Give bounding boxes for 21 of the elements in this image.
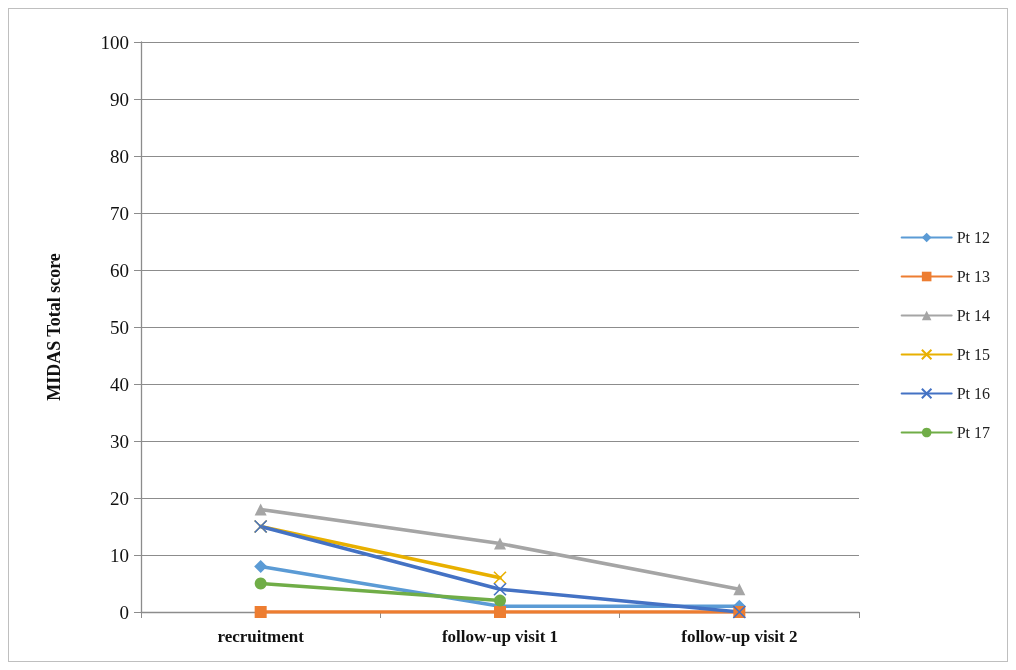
- y-tick-label: 80: [110, 145, 129, 167]
- legend-label: Pt 13: [956, 268, 990, 285]
- y-tick-label: 60: [110, 259, 129, 281]
- legend-label: Pt 16: [956, 385, 990, 402]
- legend-label: Pt 12: [956, 229, 990, 246]
- x-tick-label: recruitment: [217, 627, 305, 646]
- y-tick-label: 0: [119, 601, 129, 623]
- legend-label: Pt 14: [956, 307, 990, 324]
- y-tick-label: 40: [110, 373, 129, 395]
- y-tick-label: 20: [110, 487, 129, 509]
- x-tick-label: follow-up visit 1: [441, 627, 559, 646]
- x-tick-label: follow-up visit 2: [681, 627, 798, 646]
- y-tick-label: 90: [110, 88, 129, 110]
- y-axis-title: MIDAS Total score: [44, 253, 64, 401]
- y-tick-label: 70: [110, 202, 129, 224]
- y-tick-label: 50: [110, 316, 129, 338]
- y-tick-label: 30: [110, 430, 129, 452]
- legend-label: Pt 15: [956, 346, 990, 363]
- y-tick-label: 100: [100, 31, 129, 53]
- y-tick-label: 10: [110, 544, 129, 566]
- legend-label: Pt 17: [956, 424, 990, 441]
